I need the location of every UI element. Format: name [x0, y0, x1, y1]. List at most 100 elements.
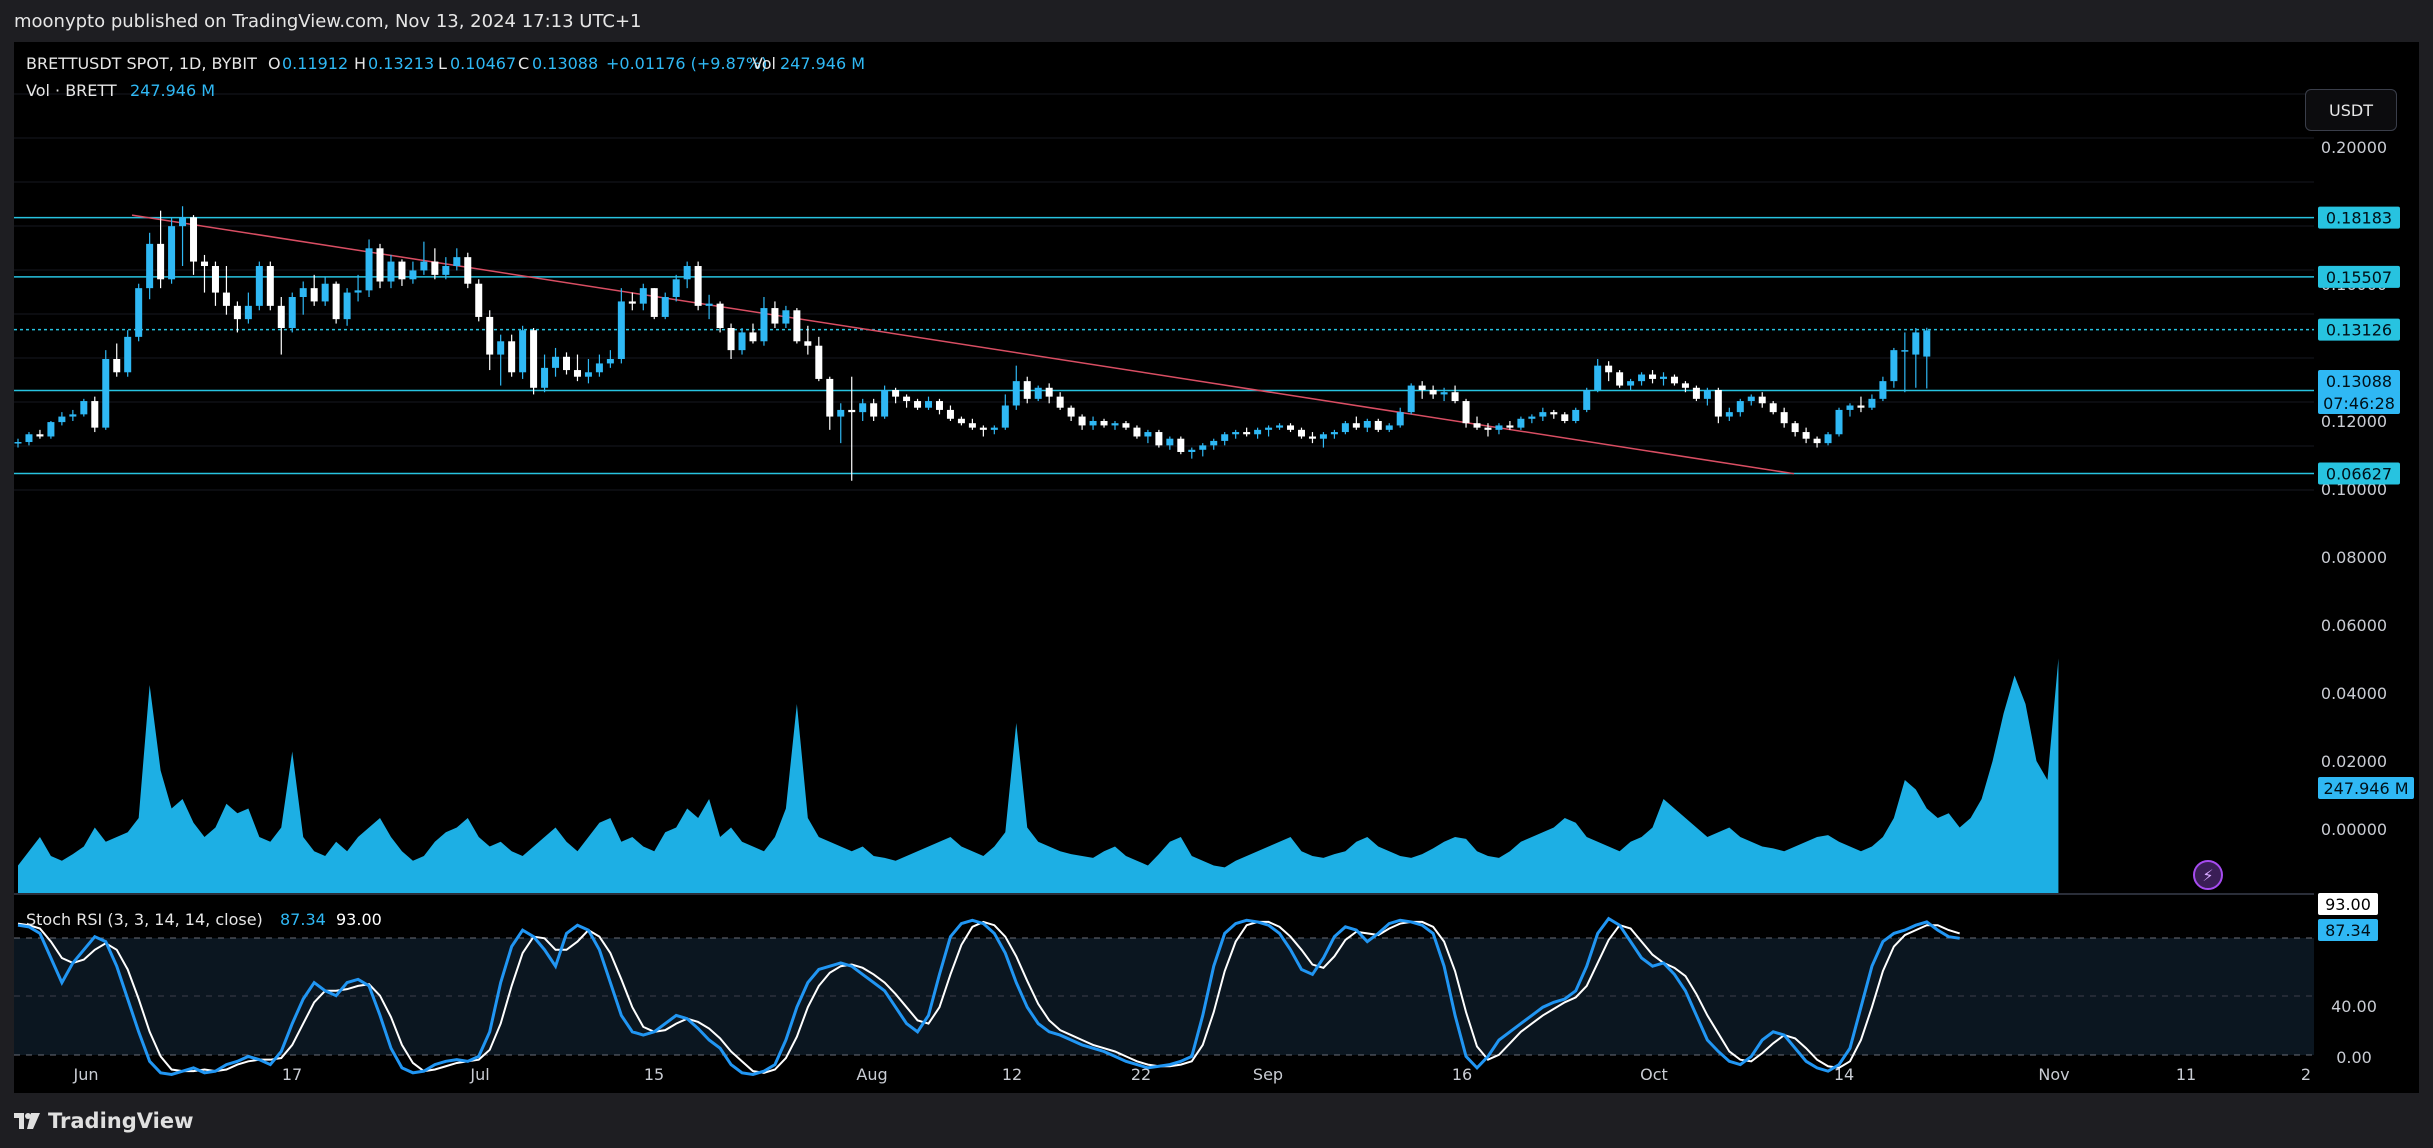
candle-body — [606, 358, 614, 364]
candle-body — [815, 345, 823, 379]
candle-body — [1319, 434, 1327, 439]
candle-body — [1758, 396, 1766, 404]
candle-body — [1824, 434, 1832, 444]
candle-body — [760, 308, 768, 342]
candle-body — [420, 261, 428, 271]
stoch-k-line — [17, 916, 1960, 1076]
time-axis-label: Nov — [2038, 1065, 2069, 1084]
tradingview-logo[interactable]: TradingView — [14, 1109, 193, 1133]
legend-high: 0.13213 — [368, 54, 434, 73]
level-tags: 0.181830.155070.131260.103760.066270.130… — [2318, 206, 2414, 941]
candle-body — [1681, 383, 1689, 388]
candle-body — [190, 217, 198, 262]
candle-body — [1714, 389, 1722, 417]
stoch-k-tag-text: 87.34 — [2325, 921, 2371, 940]
candle-body — [36, 434, 44, 437]
candle-body — [1144, 432, 1152, 437]
candle-body — [541, 367, 549, 388]
candle-body — [639, 288, 647, 304]
price-axis-label: 0.00000 — [2321, 820, 2387, 839]
legend-close-label: C — [518, 54, 529, 73]
svg-text:⚡: ⚡ — [2202, 866, 2213, 885]
candle-body — [892, 389, 900, 397]
stoch-legend-name: Stoch RSI (3, 3, 14, 14, close) — [26, 910, 263, 929]
chart-canvas[interactable]: 0.200000.160000.120000.100000.080000.060… — [14, 42, 2419, 1093]
level-tag-text: 0.15507 — [2326, 268, 2392, 287]
legend-open: 0.11912 — [282, 54, 348, 73]
candle-body — [321, 283, 329, 302]
candle-body — [200, 261, 208, 267]
candle-body — [1396, 412, 1404, 426]
candle-body — [935, 401, 943, 410]
publisher-line: moonypto published on TradingView.com, N… — [14, 10, 642, 32]
level-tag — [2318, 318, 2400, 341]
candle-body — [1056, 396, 1064, 408]
candle-body — [925, 401, 933, 408]
candle-body — [628, 301, 636, 304]
candle-body — [1660, 376, 1667, 379]
legend: BRETTUSDT SPOT, 1D, BYBIT O 0.11912 H 0.… — [26, 54, 865, 929]
legend-vol-series: Vol · BRETT — [26, 81, 117, 100]
candle-body — [1495, 425, 1503, 430]
time-axis-label: 14 — [1834, 1065, 1854, 1084]
candle-body — [1769, 403, 1777, 413]
time-axis-label: Jul — [469, 1065, 489, 1084]
level-tag-text: 0.18183 — [2326, 209, 2392, 228]
candle-body — [266, 266, 274, 306]
candle-body — [1188, 449, 1196, 452]
trend-line — [131, 214, 1795, 475]
candle-body — [1725, 412, 1733, 417]
candle-body — [946, 409, 954, 419]
candle-body — [233, 305, 241, 320]
candle-body — [1736, 401, 1744, 413]
candle-body — [650, 288, 658, 317]
candle-body — [870, 403, 878, 417]
candle-body — [69, 414, 77, 417]
candle-body — [475, 283, 483, 317]
stoch-legend-k: 87.34 — [280, 910, 326, 929]
candle-body — [1166, 438, 1174, 446]
candle-body — [1835, 409, 1843, 435]
candle-body — [661, 297, 669, 317]
time-axis-label: 2 — [2301, 1065, 2311, 1084]
legend-vol-series-value: 247.946 M — [130, 81, 215, 100]
candle-body — [1857, 405, 1865, 408]
candle-body — [584, 372, 592, 377]
stoch-d-tag — [2318, 893, 2378, 915]
candle-body — [1462, 401, 1470, 424]
candle-body — [683, 266, 691, 280]
candle-body — [1221, 434, 1229, 441]
candle-body — [694, 266, 702, 306]
chart-area[interactable]: 0.200000.160000.120000.100000.080000.060… — [14, 42, 2419, 1093]
candle-body — [343, 292, 351, 320]
candle-body — [782, 310, 790, 324]
candle-body — [1572, 409, 1580, 421]
time-axis-label: Sep — [1253, 1065, 1283, 1084]
candle-body — [1352, 423, 1360, 428]
time-axis-label: Oct — [1640, 1065, 1668, 1084]
candle-body — [1802, 432, 1810, 439]
stoch-d-tag-text: 93.00 — [2325, 895, 2371, 914]
price-axis-label: 0.20000 — [2321, 138, 2387, 157]
candle-body — [1012, 381, 1020, 406]
candle-body — [58, 416, 66, 423]
time-axis-label: 17 — [282, 1065, 302, 1084]
candle-body — [903, 396, 911, 402]
time-axis[interactable]: Jun 17 Jul 15 Aug 12 22 Sep 16 Oct 14 Nov 11 2 — [73, 1065, 2312, 1084]
candle-body — [1692, 387, 1700, 399]
candle-body — [1330, 432, 1338, 435]
candle-body — [826, 378, 834, 417]
candle-body — [530, 330, 538, 388]
candle-body — [508, 341, 516, 373]
candle-body — [288, 297, 296, 329]
candle-body — [332, 283, 340, 320]
legend-symbol: BRETTUSDT SPOT, 1D, BYBIT — [26, 54, 257, 73]
candle-body — [222, 292, 230, 306]
lightning-icon[interactable]: ⚡ — [2193, 860, 2223, 890]
legend-high-label: H — [354, 54, 366, 73]
candle-body — [299, 288, 307, 298]
candle-body — [91, 401, 99, 428]
currency-button[interactable]: USDT — [2305, 89, 2397, 131]
candle-body — [1813, 438, 1821, 444]
brand-name: TradingView — [48, 1108, 194, 1133]
